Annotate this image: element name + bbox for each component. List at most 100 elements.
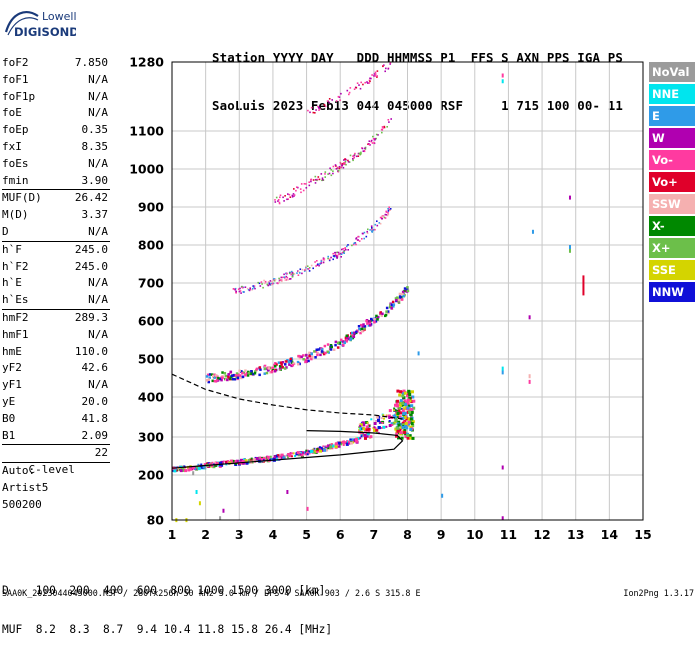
echo-point-s3 bbox=[321, 179, 323, 182]
echo-point-s2 bbox=[262, 286, 264, 289]
echo-point-s2 bbox=[299, 272, 301, 274]
echo-point-s2 bbox=[333, 255, 336, 258]
echo-point-s1 bbox=[263, 367, 267, 370]
echo-point-s2 bbox=[328, 259, 331, 262]
echo-point-s2 bbox=[379, 222, 382, 225]
echo-point-s0 bbox=[222, 460, 225, 463]
separator bbox=[2, 308, 110, 310]
echo-point-s4 bbox=[359, 87, 362, 90]
echo-point-column bbox=[402, 389, 406, 393]
param-row: foE N/A bbox=[2, 105, 110, 122]
echo-point-s2 bbox=[361, 238, 363, 240]
echo-point-s3 bbox=[352, 159, 354, 162]
echo-point-s0 bbox=[325, 445, 328, 448]
echo-point-s0 bbox=[380, 427, 383, 429]
echo-point-s0 bbox=[245, 461, 249, 465]
echo-point-s0 bbox=[334, 442, 338, 446]
echo-point-s0 bbox=[277, 454, 280, 457]
echo-point-s2 bbox=[287, 278, 289, 281]
echo-point-s0 bbox=[313, 451, 316, 454]
echo-point-s4 bbox=[323, 104, 326, 106]
echo-point-s3 bbox=[344, 160, 347, 163]
echo-point-s4 bbox=[326, 100, 329, 102]
param-name: foE bbox=[2, 106, 22, 120]
echo-point-s3 bbox=[324, 176, 326, 178]
y-tick-label: 400 bbox=[138, 390, 164, 405]
echo-point-s2 bbox=[336, 256, 339, 258]
echo-point-s0 bbox=[358, 430, 361, 433]
param-row: MUF(D) 26.42 bbox=[2, 190, 110, 207]
echo-point-s0 bbox=[361, 421, 365, 425]
echo-point-s3 bbox=[363, 149, 366, 152]
echo-point-s2 bbox=[252, 285, 254, 287]
echo-point-s3 bbox=[343, 162, 345, 164]
echo-point-s1 bbox=[390, 303, 393, 307]
echo-point-s4 bbox=[366, 82, 369, 84]
echo-point-column bbox=[394, 413, 398, 417]
noise-point bbox=[501, 465, 504, 470]
echo-point-s3 bbox=[282, 196, 284, 199]
echo-point-s2 bbox=[286, 276, 289, 279]
echo-point-s2 bbox=[244, 286, 247, 288]
echo-point-s2 bbox=[284, 279, 287, 281]
echo-point-s0 bbox=[244, 459, 248, 463]
echo-point-s1 bbox=[241, 375, 245, 379]
echo-point-s2 bbox=[291, 276, 294, 278]
echo-point-s1 bbox=[285, 366, 288, 369]
echo-point-s2 bbox=[334, 251, 336, 254]
echo-point-s2 bbox=[361, 232, 364, 235]
echo-point-s2 bbox=[249, 287, 251, 289]
echo-point-s0 bbox=[218, 464, 222, 468]
echo-point-column bbox=[404, 424, 408, 428]
noise-point bbox=[501, 79, 504, 84]
echo-point-s4 bbox=[309, 111, 311, 114]
echo-point-s2 bbox=[279, 279, 281, 281]
echo-point-s2 bbox=[388, 208, 391, 211]
echo-point-s2 bbox=[285, 279, 288, 281]
echo-point-s4 bbox=[369, 80, 371, 83]
param-row: fxI 8.35 bbox=[2, 139, 110, 156]
echo-point-s1 bbox=[375, 314, 378, 318]
param-row: foEp 0.35 bbox=[2, 122, 110, 139]
echo-point-s1 bbox=[298, 357, 302, 360]
echo-point-s1 bbox=[215, 374, 218, 377]
echo-point-s0 bbox=[340, 443, 342, 446]
x-tick-label: 7 bbox=[370, 527, 379, 542]
echo-point-s2 bbox=[355, 237, 358, 239]
echo-point-s2 bbox=[273, 279, 276, 282]
echo-point-s0 bbox=[324, 445, 326, 448]
echo-point-s3 bbox=[332, 172, 334, 175]
echo-point-s0 bbox=[358, 426, 361, 429]
echo-point-s1 bbox=[306, 356, 309, 360]
echo-point-s0 bbox=[368, 430, 371, 433]
echo-point-s3 bbox=[353, 154, 355, 157]
echo-point-s0 bbox=[197, 467, 201, 471]
echo-point-s4 bbox=[349, 87, 352, 89]
noise-point bbox=[568, 248, 571, 253]
echo-point-s2 bbox=[291, 272, 294, 274]
echo-point-s1 bbox=[233, 378, 237, 381]
echo-point-s0 bbox=[366, 432, 370, 436]
echo-point-s0 bbox=[213, 461, 216, 464]
param-name: foF1 bbox=[2, 72, 29, 86]
echo-point-s2 bbox=[304, 269, 306, 271]
echo-point-s4 bbox=[328, 98, 331, 100]
x-tick-label: 8 bbox=[403, 527, 412, 542]
echo-point-s3 bbox=[315, 178, 317, 181]
echo-point-s2 bbox=[344, 247, 346, 249]
echo-point-s2 bbox=[336, 251, 338, 254]
echo-point-s2 bbox=[381, 217, 383, 220]
echo-point-s1 bbox=[271, 366, 274, 369]
echo-point-s1 bbox=[330, 345, 333, 349]
param-name: hmE bbox=[2, 344, 22, 358]
echo-point-s3 bbox=[374, 138, 376, 140]
echo-point-s0 bbox=[369, 435, 373, 439]
echo-point-s2 bbox=[272, 279, 275, 281]
echo-point-s1 bbox=[278, 365, 282, 368]
echo-point-s2 bbox=[387, 210, 390, 212]
echo-point-s2 bbox=[316, 260, 318, 262]
echo-point-s0 bbox=[375, 420, 378, 423]
echo-point-column bbox=[410, 400, 414, 404]
echo-point-s2 bbox=[352, 243, 355, 246]
echo-point-s1 bbox=[211, 379, 214, 383]
